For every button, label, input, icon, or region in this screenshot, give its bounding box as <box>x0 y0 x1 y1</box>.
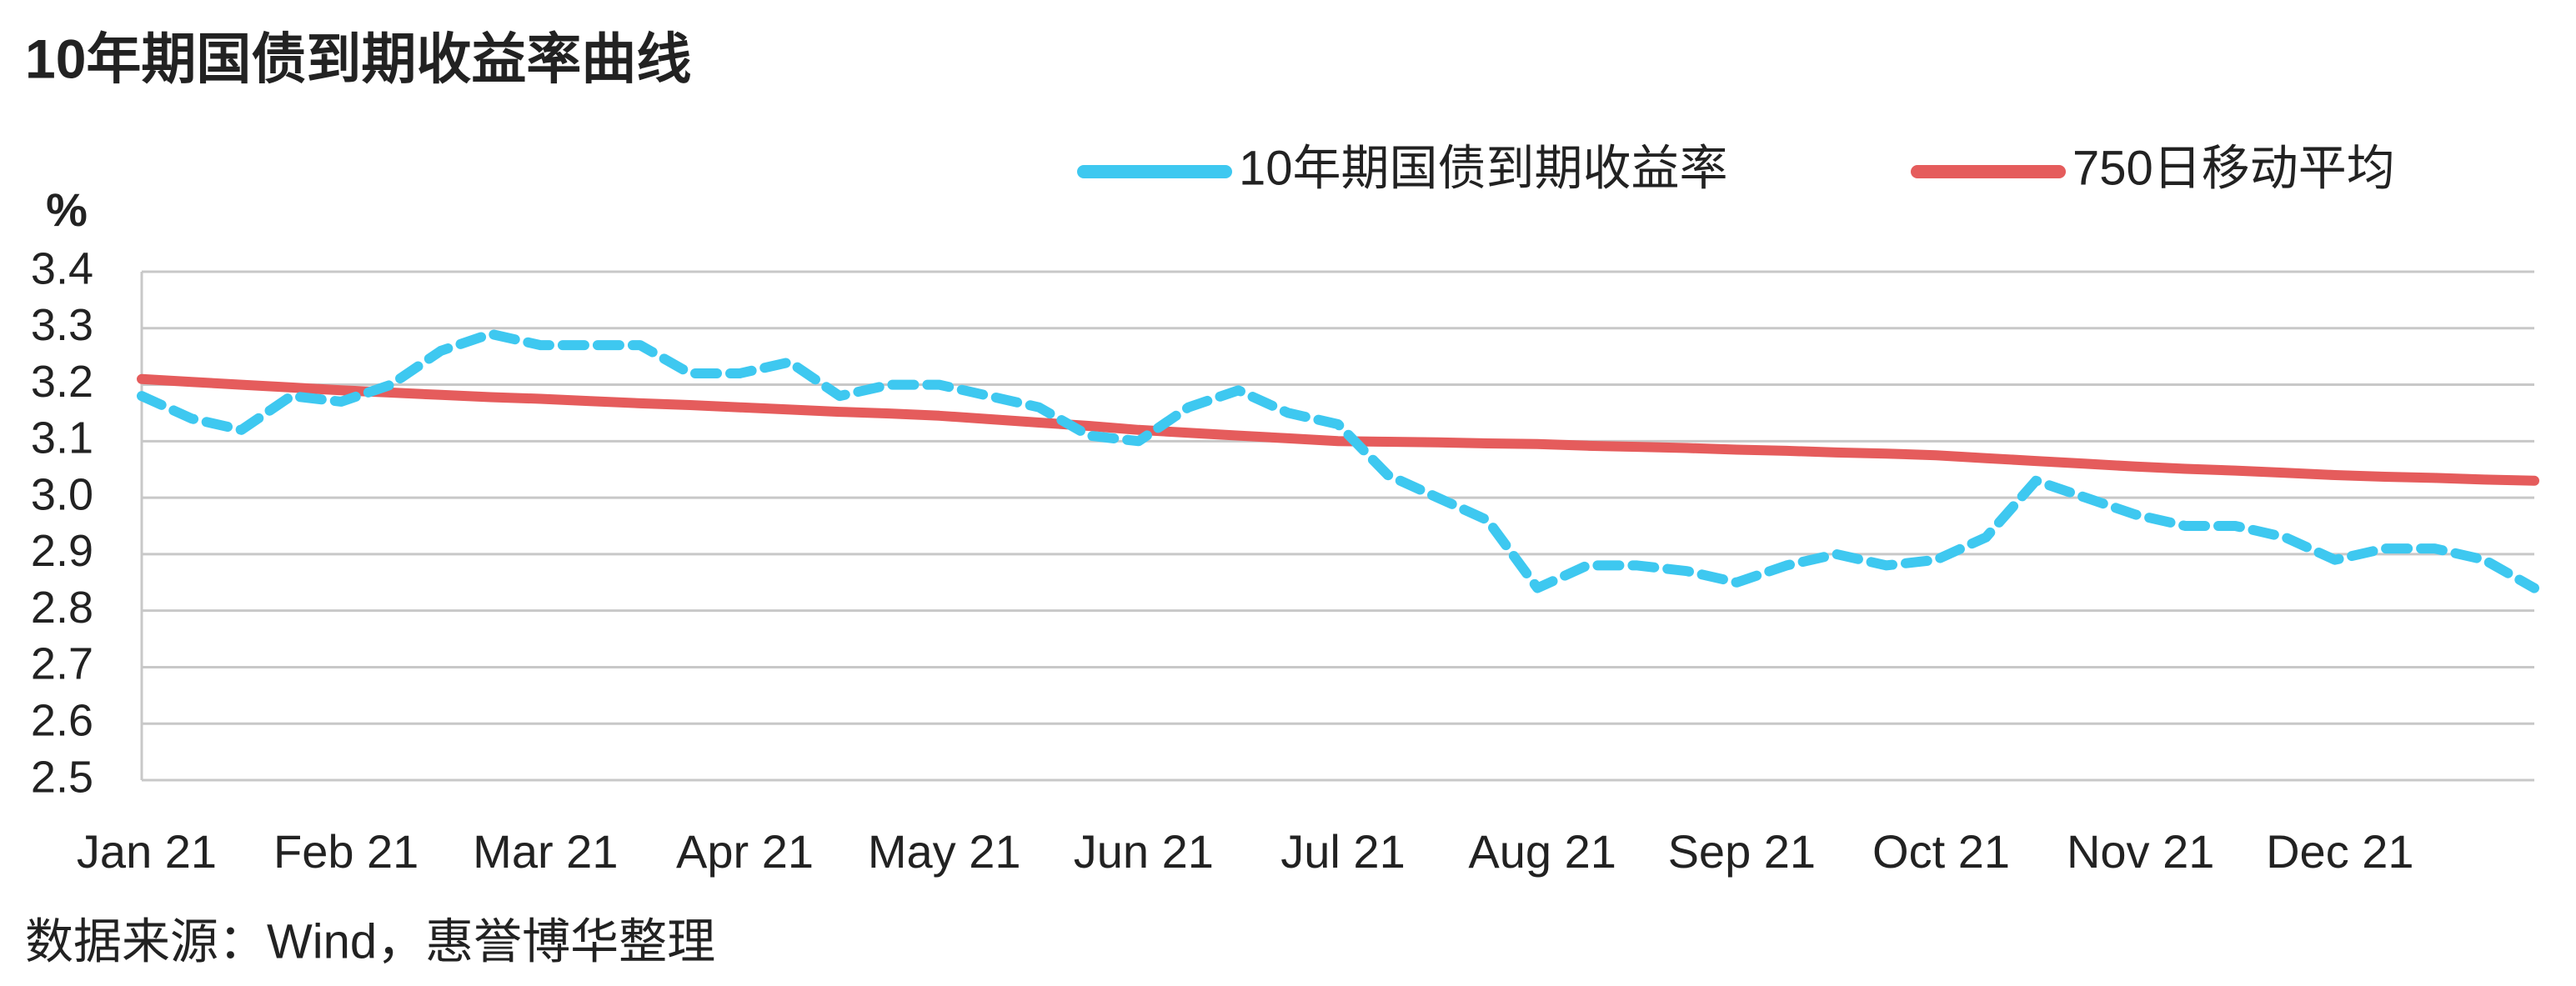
y-tick-label: 2.9 <box>31 526 93 576</box>
x-tick-label: Apr 21 <box>676 825 814 878</box>
x-tick-label: Sep 21 <box>1668 825 1817 878</box>
y-tick-label: 2.6 <box>31 695 93 745</box>
x-tick-label: Nov 21 <box>2067 825 2214 878</box>
x-tick-label: Jan 21 <box>77 825 217 878</box>
y-tick-label: 3.4 <box>31 243 93 293</box>
source-note: 数据来源：Wind，惠誉博华整理 <box>25 914 715 968</box>
y-tick-label: 3.3 <box>31 300 93 350</box>
x-tick-label: Mar 21 <box>473 825 618 878</box>
x-tick-label: Jun 21 <box>1074 825 1214 878</box>
chart-title: 10年期国债到期收益率曲线 <box>25 28 691 89</box>
series-line <box>137 328 2539 593</box>
y-tick-label: 3.2 <box>31 357 93 407</box>
y-tick-label: 3.0 <box>31 469 93 519</box>
y-tick-label: 2.5 <box>31 752 93 802</box>
x-tick-label: Oct 21 <box>1872 825 2010 878</box>
x-tick-label: Feb 21 <box>273 825 418 878</box>
legend-label: 750日移动平均 <box>2072 141 2395 195</box>
legend-label: 10年期国债到期收益率 <box>1239 141 1728 195</box>
y-tick-label: 2.8 <box>31 583 93 633</box>
y-tick-label: 3.1 <box>31 413 93 463</box>
y-axis-label: % <box>46 183 88 236</box>
x-tick-label: Jul 21 <box>1280 825 1405 878</box>
x-tick-label: May 21 <box>868 825 1021 878</box>
x-tick-label: Aug 21 <box>1468 825 1616 878</box>
x-tick-label: Dec 21 <box>2266 825 2413 878</box>
series-line <box>137 373 2539 486</box>
y-tick-label: 2.7 <box>31 639 93 689</box>
